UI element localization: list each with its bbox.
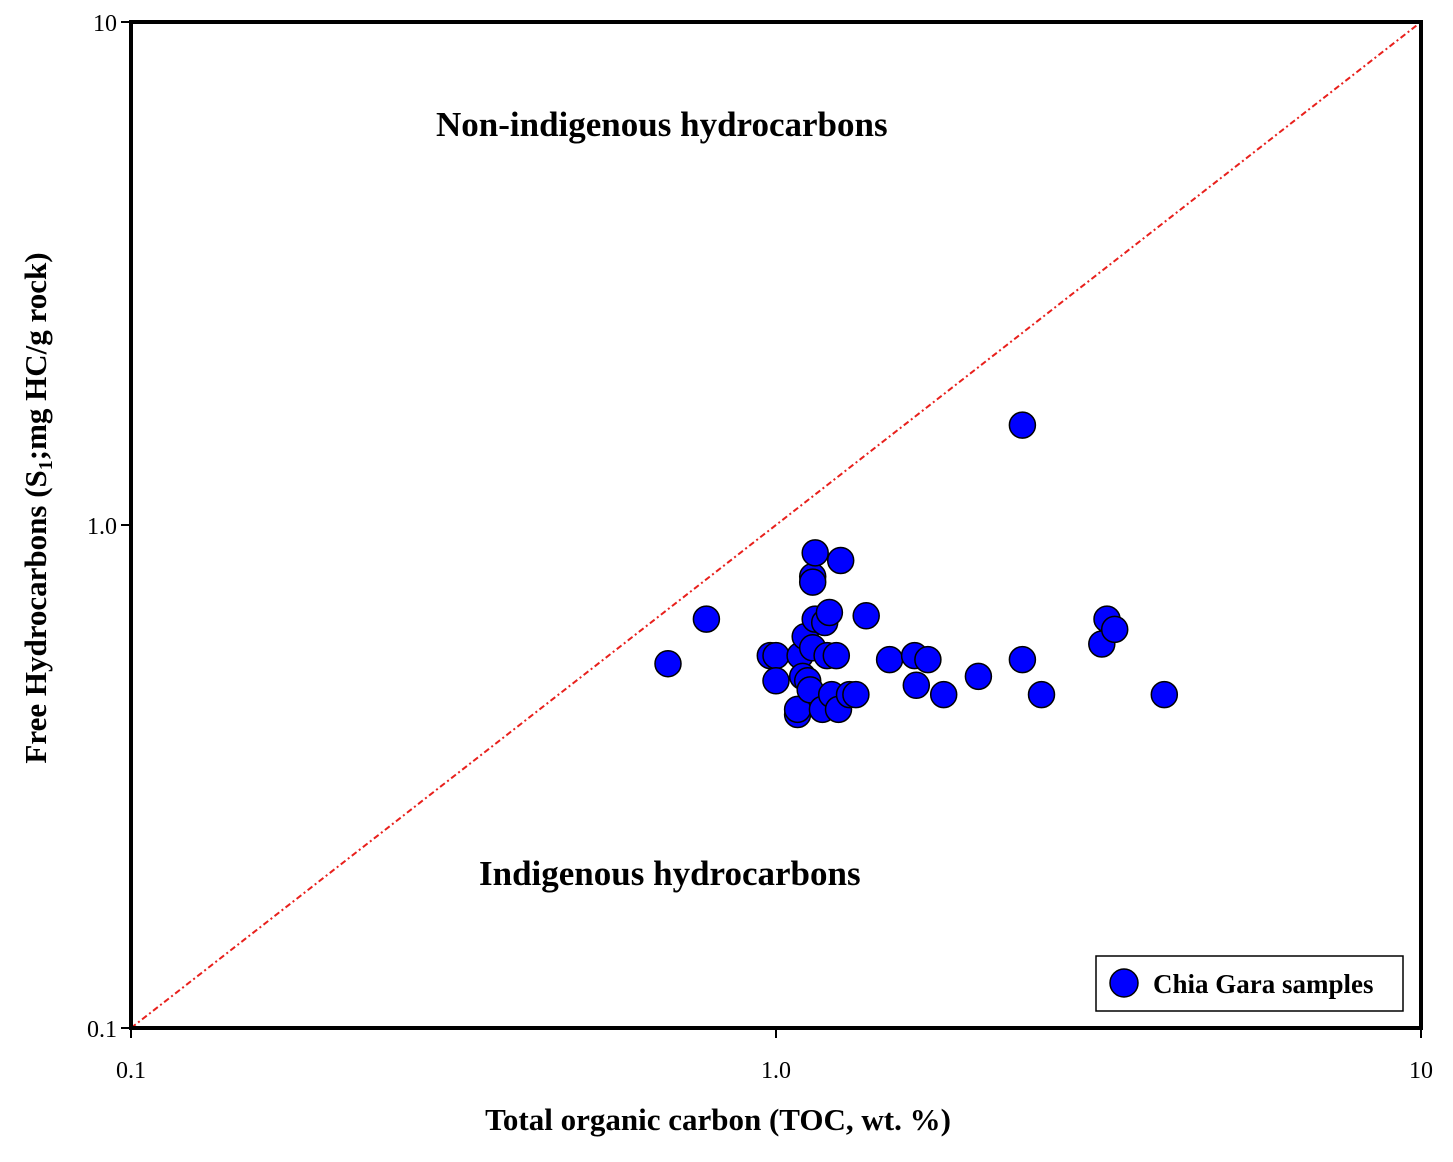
data-point	[852, 602, 880, 630]
data-point	[815, 598, 844, 627]
data-points-layer	[654, 411, 1179, 729]
annotation-indigenous: Indigenous hydrocarbons	[479, 854, 861, 893]
y-axis-title-subscript: 1	[35, 460, 57, 470]
data-point	[654, 649, 682, 678]
data-point	[762, 641, 790, 670]
data-point	[1150, 680, 1179, 709]
y-tick-label: 10	[93, 11, 117, 37]
data-point	[1027, 680, 1056, 709]
data-point	[801, 539, 829, 567]
data-point	[902, 671, 931, 700]
legend-box	[1095, 955, 1404, 1012]
x-axis-title: Total organic carbon (TOC, wt. %)	[485, 1102, 951, 1137]
legend-label: Chia Gara samples	[1153, 969, 1374, 999]
data-point	[964, 662, 993, 691]
y-tick-label: 0.1	[87, 1017, 117, 1043]
y-axis-title-suffix: ;mg HC/g rock)	[18, 252, 53, 460]
y-axis-title-prefix: Free Hydrocarbons (S	[18, 470, 53, 763]
data-point	[842, 680, 870, 709]
data-point	[914, 645, 942, 674]
data-point	[692, 605, 721, 633]
data-point	[798, 568, 827, 596]
x-tick-label: 10	[1409, 1058, 1433, 1084]
data-point	[826, 546, 855, 575]
data-point	[1100, 615, 1129, 644]
y-axis-title: Free Hydrocarbons (S1;mg HC/g rock)	[18, 252, 57, 763]
x-tick-label: 1.0	[761, 1058, 791, 1084]
data-point	[1008, 645, 1037, 674]
annotation-non-indigenous: Non-indigenous hydrocarbons	[436, 105, 888, 144]
data-point	[762, 667, 790, 695]
data-point	[1008, 411, 1037, 439]
one-to-one-line	[130, 21, 1422, 1029]
axis-ticks-layer: 0.1 1.0 10 0.1 1.0 10	[87, 11, 1433, 1084]
data-point	[929, 680, 958, 709]
legend-marker	[1109, 968, 1139, 998]
reference-line-layer	[130, 21, 1422, 1029]
data-point	[822, 641, 851, 670]
x-tick-label: 0.1	[116, 1058, 146, 1084]
data-point	[875, 645, 904, 674]
y-tick-label: 1.0	[87, 514, 117, 540]
legend: Chia Gara samples	[1095, 955, 1404, 1012]
